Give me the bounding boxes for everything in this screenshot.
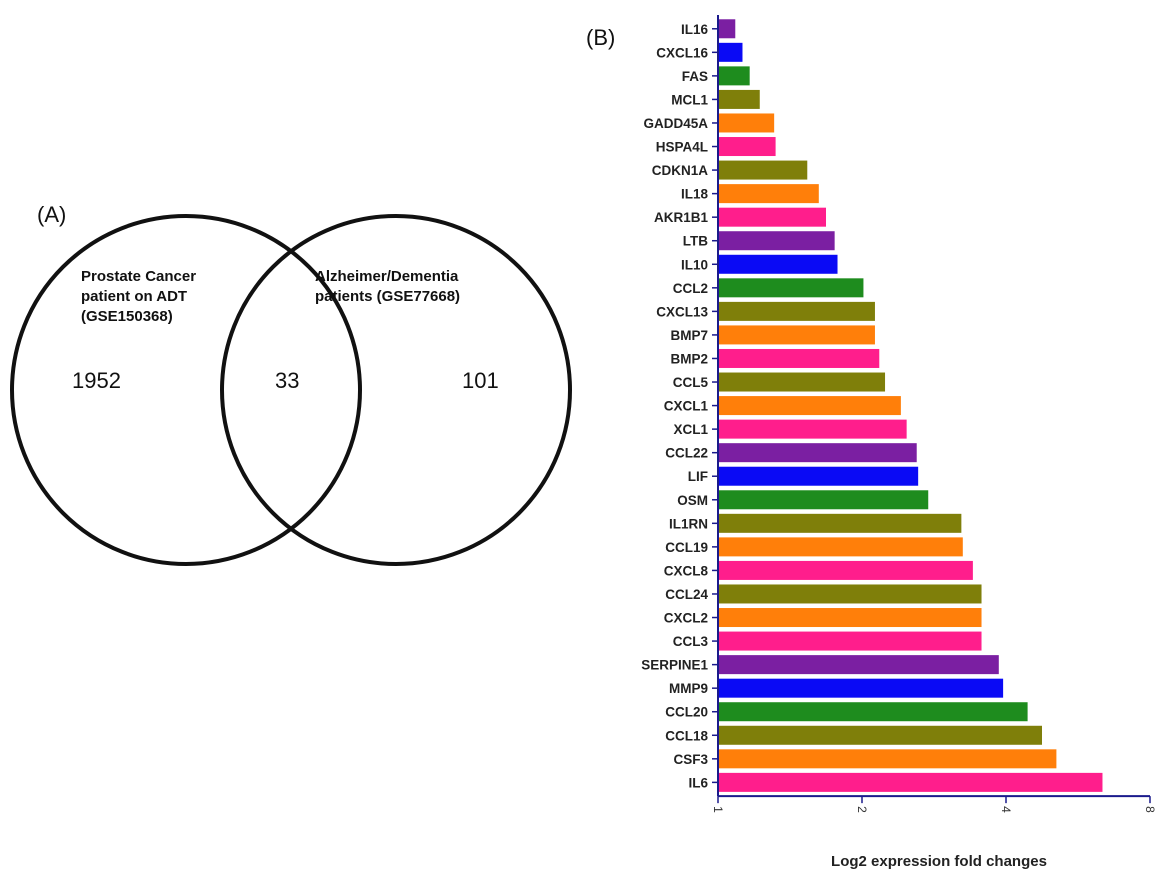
y-tick-label: OSM [677,493,708,508]
y-tick-label: CDKN1A [652,163,709,178]
y-tick-label: MCL1 [671,92,708,107]
bar-ccl20 [718,702,1028,722]
venn-right-title-line1: Alzheimer/Dementia [315,268,459,285]
y-tick-label: LTB [683,234,708,249]
bar-cxcl8 [718,560,973,580]
y-tick-label: CCL19 [665,540,708,555]
bar-ccl2 [718,278,864,298]
y-tick-label: CCL2 [673,281,708,296]
y-tick-label: CXCL16 [656,45,708,60]
bar-xcl1 [718,419,907,439]
bar-il18 [718,184,819,204]
venn-left-title-line3: (GSE150368) [81,308,173,325]
y-tick-label: CXCL8 [664,563,709,578]
y-tick-label: XCL1 [673,422,708,437]
bar-akr1b1 [718,207,826,227]
y-tick-label: CCL22 [665,446,708,461]
bar-ccl22 [718,443,917,463]
y-tick-label: SERPINE1 [641,658,708,673]
bar-ltb [718,231,835,251]
panel-b-label: (B) [586,25,616,50]
bar-cxcl13 [718,301,875,321]
venn-right-title-line2: patients (GSE77668) [315,288,460,305]
bar-il16 [718,19,736,39]
bar-il10 [718,254,838,274]
y-tick-label: CCL5 [673,375,709,390]
bar-il1rn [718,513,962,533]
x-tick-label: 2 [855,806,869,813]
y-tick-label: FAS [682,69,708,84]
y-tick-label: CCL3 [673,634,709,649]
y-tick-label: CSF3 [673,752,708,767]
y-tick-label: CXCL1 [664,399,709,414]
venn-overlap-count: 33 [275,368,299,393]
bar-serpine1 [718,655,999,675]
y-tick-label: GADD45A [643,116,708,131]
venn-diagram: Prostate Cancer patient on ADT (GSE15036… [10,214,572,566]
bar-ccl3 [718,631,982,651]
bar-osm [718,490,929,510]
x-tick-label: 1 [711,806,725,813]
bar-cxcl1 [718,396,901,416]
y-tick-label: BMP2 [670,351,708,366]
bar-gadd45a [718,113,775,133]
y-tick-label: IL10 [681,257,708,272]
y-tick-label: CXCL2 [664,611,708,626]
bar-ccl5 [718,372,886,392]
x-tick-label: 4 [999,806,1013,813]
y-tick-label: AKR1B1 [654,210,709,225]
y-tick-label: MMP9 [669,681,708,696]
bar-mmp9 [718,678,1004,698]
venn-right-count: 101 [462,368,499,393]
y-tick-label: CCL18 [665,728,708,743]
venn-left-title-line1: Prostate Cancer [81,268,196,285]
bar-mcl1 [718,89,760,109]
y-tick-label: IL6 [688,775,708,790]
y-tick-label: CCL24 [665,587,708,602]
y-tick-label: IL18 [681,187,709,202]
venn-left-title-line2: patient on ADT [81,288,187,305]
bar-lif [718,466,919,486]
venn-circle-right [220,214,572,566]
bar-fas [718,66,750,86]
bar-ccl24 [718,584,982,604]
bar-ccl19 [718,537,963,557]
y-tick-label: IL1RN [669,516,708,531]
bar-bmp7 [718,325,875,345]
bar-il6 [718,772,1103,792]
x-axis-title: Log2 expression fold changes [831,853,1047,870]
y-tick-label: HSPA4L [656,140,708,155]
bar-bmp2 [718,348,880,368]
y-tick-label: CXCL13 [656,304,708,319]
bar-cxcl16 [718,42,743,62]
x-tick-label: 8 [1143,806,1156,813]
y-tick-label: LIF [688,469,708,484]
panel-a-label: (A) [37,202,67,227]
bar-cxcl2 [718,608,982,628]
y-tick-label: BMP7 [670,328,708,343]
venn-left-count: 1952 [72,368,121,393]
bar-cdkn1a [718,160,808,180]
bar-csf3 [718,749,1057,769]
venn-circle-left [10,214,362,566]
y-tick-label: IL16 [681,22,709,37]
bar-hspa4l [718,137,776,157]
y-tick-label: CCL20 [665,705,708,720]
bar-ccl18 [718,725,1042,745]
